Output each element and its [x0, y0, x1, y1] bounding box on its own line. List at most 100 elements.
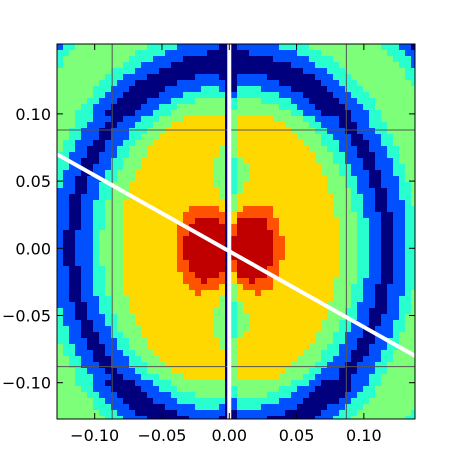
contour-cell [405, 314, 412, 321]
contour-cell [369, 140, 376, 147]
contour-cell [177, 206, 184, 213]
contour-cell [99, 386, 106, 393]
contour-cell [177, 158, 184, 165]
contour-cell [411, 404, 415, 411]
contour-cell [351, 380, 358, 387]
contour-cell [165, 236, 172, 243]
contour-cell [279, 320, 286, 327]
contour-cell [309, 314, 316, 321]
contour-cell [165, 152, 172, 159]
contour-cell [399, 254, 406, 261]
contour-cell [165, 290, 172, 297]
contour-cell [219, 188, 226, 195]
contour-cell [123, 338, 130, 345]
contour-cell [159, 374, 166, 381]
contour-cell [267, 230, 274, 237]
contour-cell [129, 398, 136, 405]
contour-cell [237, 68, 244, 75]
contour-cell [369, 284, 376, 291]
contour-cell [393, 182, 400, 189]
contour-cell [93, 152, 100, 159]
contour-cell [255, 146, 262, 153]
contour-cell [309, 116, 316, 123]
contour-cell [129, 188, 136, 195]
contour-cell [195, 290, 202, 297]
contour-cell [135, 104, 142, 111]
contour-cell [93, 380, 100, 387]
contour-cell [339, 254, 346, 261]
contour-cell [291, 128, 298, 135]
contour-cell [315, 200, 322, 207]
contour-cell [63, 80, 70, 87]
contour-cell [279, 230, 286, 237]
contour-cell [363, 416, 370, 419]
contour-cell [393, 224, 400, 231]
contour-cell [345, 80, 352, 87]
contour-cell [219, 314, 226, 321]
contour-cell [393, 194, 400, 201]
contour-cell [93, 212, 100, 219]
contour-cell [369, 200, 376, 207]
contour-cell [129, 62, 136, 69]
contour-cell [357, 140, 364, 147]
contour-cell [327, 362, 334, 369]
contour-cell [165, 122, 172, 129]
contour-cell [105, 68, 112, 75]
contour-cell [99, 44, 106, 51]
contour-cell [291, 116, 298, 123]
contour-cell [117, 380, 124, 387]
contour-cell [375, 416, 382, 419]
contour-cell [57, 50, 64, 57]
contour-cell [399, 194, 406, 201]
contour-cell [165, 74, 172, 81]
contour-cell [411, 344, 415, 351]
contour-cell [219, 176, 226, 183]
contour-cell [111, 410, 118, 417]
contour-cell [309, 380, 316, 387]
contour-cell [303, 332, 310, 339]
contour-cell [213, 392, 220, 399]
contour-cell [309, 74, 316, 81]
contour-cell [315, 68, 322, 75]
contour-cell [237, 344, 244, 351]
contour-cell [135, 170, 142, 177]
contour-cell [201, 230, 208, 237]
contour-cell [189, 236, 196, 243]
contour-cell [333, 410, 340, 417]
contour-cell [147, 170, 154, 177]
contour-cell [75, 230, 82, 237]
contour-cell [261, 74, 268, 81]
contour-cell [105, 242, 112, 249]
contour-cell [141, 74, 148, 81]
contour-cell [309, 308, 316, 315]
contour-cell [327, 374, 334, 381]
contour-cell [69, 170, 76, 177]
contour-cell [261, 128, 268, 135]
contour-cell [399, 314, 406, 321]
contour-cell [279, 116, 286, 123]
contour-cell [165, 200, 172, 207]
contour-cell [123, 170, 130, 177]
contour-cell [117, 254, 124, 261]
contour-cell [237, 182, 244, 189]
contour-cell [141, 98, 148, 105]
contour-cell [321, 170, 328, 177]
contour-cell [243, 194, 250, 201]
contour-cell [231, 182, 238, 189]
contour-cell [165, 314, 172, 321]
contour-cell [375, 146, 382, 153]
contour-cell [69, 374, 76, 381]
contour-cell [171, 98, 178, 105]
contour-cell [291, 404, 298, 411]
contour-cell [165, 386, 172, 393]
contour-cell [249, 278, 256, 285]
contour-cell [249, 314, 256, 321]
contour-cell [345, 134, 352, 141]
contour-cell [129, 110, 136, 117]
contour-cell [81, 290, 88, 297]
contour-cell [195, 260, 202, 267]
contour-cell [57, 260, 64, 267]
contour-cell [201, 164, 208, 171]
contour-cell [297, 260, 304, 267]
contour-cell [153, 308, 160, 315]
